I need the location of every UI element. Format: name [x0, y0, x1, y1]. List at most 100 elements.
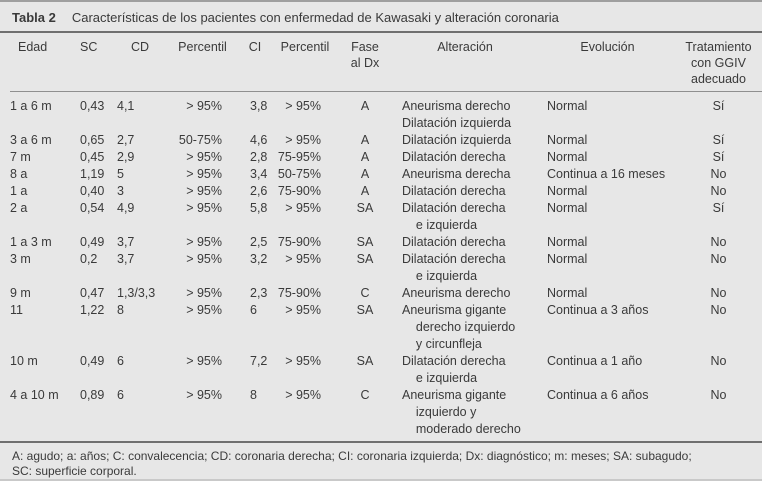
- cell-cd: 4,9: [117, 201, 135, 215]
- cell-tratamiento: No: [710, 235, 727, 249]
- cell-evolucion: Continua a 16 meses: [547, 167, 666, 181]
- cell-evolucion: Continua a 1 año: [547, 354, 643, 368]
- cell-percentil-cd: > 95%: [186, 252, 222, 266]
- cell-ci: 2,6: [250, 184, 268, 198]
- table-row: 1 a 6 m 0,43 4,1 > 95% 3,8 > 95% A Aneurisma de…: [10, 92, 762, 133]
- cell-alteracion: Dilatación derecha: [402, 235, 506, 249]
- table-row: 1 a 3 m 0,49 3,7 > 95% 2,5 75-90% SA Dilatación…: [10, 234, 762, 251]
- cell-cd: 5: [117, 167, 124, 181]
- cell-fase: SA: [356, 252, 374, 266]
- cell-fase: SA: [356, 303, 374, 317]
- cell-ci: 3,2: [250, 252, 268, 266]
- cell-edad: 10 m: [10, 354, 38, 368]
- cell-percentil-ci: > 95%: [285, 354, 321, 368]
- cell-sc: 0,2: [80, 252, 98, 266]
- cell-percentil-cd: 50-75%: [178, 133, 222, 147]
- cell-sc: 0,89: [80, 388, 105, 402]
- table-row: 9 m 0,47 1,3/3,3 > 95% 2,3 75-90% C Aneurisma d…: [10, 285, 762, 302]
- cell-percentil-cd: > 95%: [186, 286, 222, 300]
- footnote-divider: [0, 441, 762, 443]
- cell-tratamiento: Sí: [712, 150, 725, 164]
- cell-cd: 3,7: [117, 252, 135, 266]
- cell-percentil-ci: > 95%: [285, 388, 321, 402]
- cell-edad: 11: [10, 303, 23, 317]
- cell-fase: A: [360, 99, 370, 113]
- cell-fase: SA: [356, 235, 374, 249]
- cell-percentil-ci: > 95%: [285, 133, 321, 147]
- cell-sc: 0,47: [80, 286, 105, 300]
- cell-evolucion: Normal: [547, 286, 588, 300]
- cell-percentil-cd: > 95%: [186, 303, 222, 317]
- cell-ci: 3,4: [250, 167, 268, 181]
- cell-percentil-ci: 75-95%: [277, 150, 321, 164]
- cell-percentil-cd: > 95%: [186, 201, 222, 215]
- cell-percentil-ci: > 95%: [285, 303, 321, 317]
- cell-percentil-ci: > 95%: [285, 252, 321, 266]
- cell-tratamiento: Sí: [712, 99, 725, 113]
- table-row: 3 m 0,2 3,7 > 95% 3,2 > 95% SA Dilatación derec…: [10, 251, 762, 285]
- cell-edad: 3 m: [10, 252, 31, 266]
- cell-cd: 2,7: [117, 133, 135, 147]
- cell-evolucion: Normal: [547, 201, 588, 215]
- cell-fase: C: [360, 286, 370, 300]
- cell-cd: 2,9: [117, 150, 135, 164]
- table-caption: Tabla 2 Características de los pacientes…: [0, 2, 762, 33]
- footnote-line: A: agudo; a: años; C: convalecencia; CD:…: [12, 449, 692, 463]
- cell-alteracion: Dilatación derecha e izquierda: [402, 201, 506, 232]
- cell-cd: 6: [117, 354, 124, 368]
- cell-ci: 3,8: [250, 99, 268, 113]
- cell-percentil-cd: > 95%: [186, 388, 222, 402]
- cell-evolucion: Continua a 3 años: [547, 303, 649, 317]
- cell-alteracion: Aneurisma derecho: [402, 286, 511, 300]
- cell-ci: 8: [250, 388, 257, 402]
- cell-percentil-ci: 75-90%: [277, 184, 321, 198]
- cell-tratamiento: No: [710, 354, 727, 368]
- data-table: Edad SC CD Percentil CI Percentil Fase a…: [10, 33, 762, 438]
- cell-sc: 0,49: [80, 235, 105, 249]
- cell-fase: A: [360, 150, 370, 164]
- cell-alteracion: Dilatación izquierda: [402, 133, 512, 147]
- cell-ci: 2,5: [250, 235, 268, 249]
- cell-percentil-ci: > 95%: [285, 99, 321, 113]
- cell-percentil-ci: 75-90%: [277, 286, 321, 300]
- cell-alteracion: Aneurisma derecha: [402, 167, 511, 181]
- cell-sc: 1,19: [80, 167, 105, 181]
- cell-cd: 1,3/3,3: [117, 286, 156, 300]
- column-header-alteracion: Alteración: [390, 33, 540, 92]
- cell-evolucion: Continua a 6 años: [547, 388, 649, 402]
- table-row: 7 m 0,45 2,9 > 95% 2,8 75-95% A Dilatación dere…: [10, 149, 762, 166]
- cell-tratamiento: No: [710, 303, 727, 317]
- cell-ci: 4,6: [250, 133, 268, 147]
- cell-fase: A: [360, 184, 370, 198]
- cell-fase: C: [360, 388, 370, 402]
- column-header-cd: CD: [115, 33, 165, 92]
- column-header-edad: Edad: [10, 33, 75, 92]
- cell-ci: 6: [250, 303, 257, 317]
- cell-fase: A: [360, 167, 370, 181]
- table-row: 4 a 10 m 0,89 6 > 95% 8 > 95% C Aneurisma gigan…: [10, 387, 762, 438]
- cell-tratamiento: No: [710, 286, 727, 300]
- cell-ci: 2,3: [250, 286, 268, 300]
- cell-evolucion: Normal: [547, 133, 588, 147]
- cell-tratamiento: Sí: [712, 201, 725, 215]
- cell-evolucion: Normal: [547, 184, 588, 198]
- cell-cd: 3: [117, 184, 124, 198]
- cell-tratamiento: No: [710, 252, 727, 266]
- cell-percentil-cd: > 95%: [186, 184, 222, 198]
- table-row: 11 1,22 8 > 95% 6 > 95% SA Aneurisma gigante de…: [10, 302, 762, 353]
- cell-percentil-cd: > 95%: [186, 99, 222, 113]
- cell-edad: 7 m: [10, 150, 31, 164]
- cell-alteracion: Aneurisma derecho Dilatación izquierda: [402, 99, 512, 130]
- header-row: Edad SC CD Percentil CI Percentil Fase a…: [10, 33, 762, 92]
- cell-fase: SA: [356, 201, 374, 215]
- cell-alteracion: Dilatación derecha: [402, 184, 506, 198]
- table-number-label: Tabla 2: [12, 10, 56, 25]
- table-row: 1 a 0,40 3 > 95% 2,6 75-90% A Dilatación derech…: [10, 183, 762, 200]
- cell-edad: 2 a: [10, 201, 28, 215]
- column-header-evolucion: Evolución: [540, 33, 675, 92]
- table-footnote: A: agudo; a: años; C: convalecencia; CD:…: [0, 443, 762, 479]
- cell-fase: A: [360, 133, 370, 147]
- column-header-percentil-cd: Percentil: [165, 33, 240, 92]
- cell-evolucion: Normal: [547, 252, 588, 266]
- cell-sc: 0,65: [80, 133, 105, 147]
